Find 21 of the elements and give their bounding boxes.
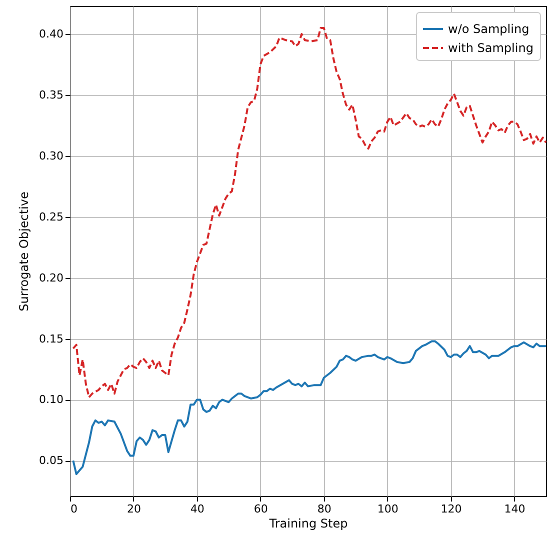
y-tick-label: 0.10 — [39, 393, 64, 406]
x-tick-label: 60 — [254, 502, 268, 516]
legend-label: w/o Sampling — [448, 22, 530, 36]
y-tick-label: 0.35 — [39, 88, 64, 102]
x-tick-label: 100 — [377, 502, 398, 516]
y-tick-label: 0.30 — [39, 149, 64, 162]
x-tick-label: 0 — [70, 502, 78, 516]
x-tick-label: 120 — [440, 502, 462, 516]
y-tick-label: 0.25 — [39, 210, 64, 224]
y-tick-label: 0.20 — [39, 271, 64, 284]
x-tick-label: 40 — [190, 502, 204, 516]
y-axis-title: Surrogate Objective — [17, 192, 32, 312]
x-tick-label: 140 — [504, 502, 526, 516]
x-tick-label: 20 — [126, 502, 141, 516]
x-tick-label: 80 — [317, 502, 332, 516]
legend-label: with Sampling — [448, 41, 534, 55]
y-tick-label: 0.05 — [39, 454, 64, 468]
y-tick-label: 0.15 — [39, 332, 64, 346]
y-tick-label: 0.40 — [39, 28, 64, 41]
line-series — [72, 340, 547, 476]
x-axis-title: Training Step — [268, 516, 348, 530]
